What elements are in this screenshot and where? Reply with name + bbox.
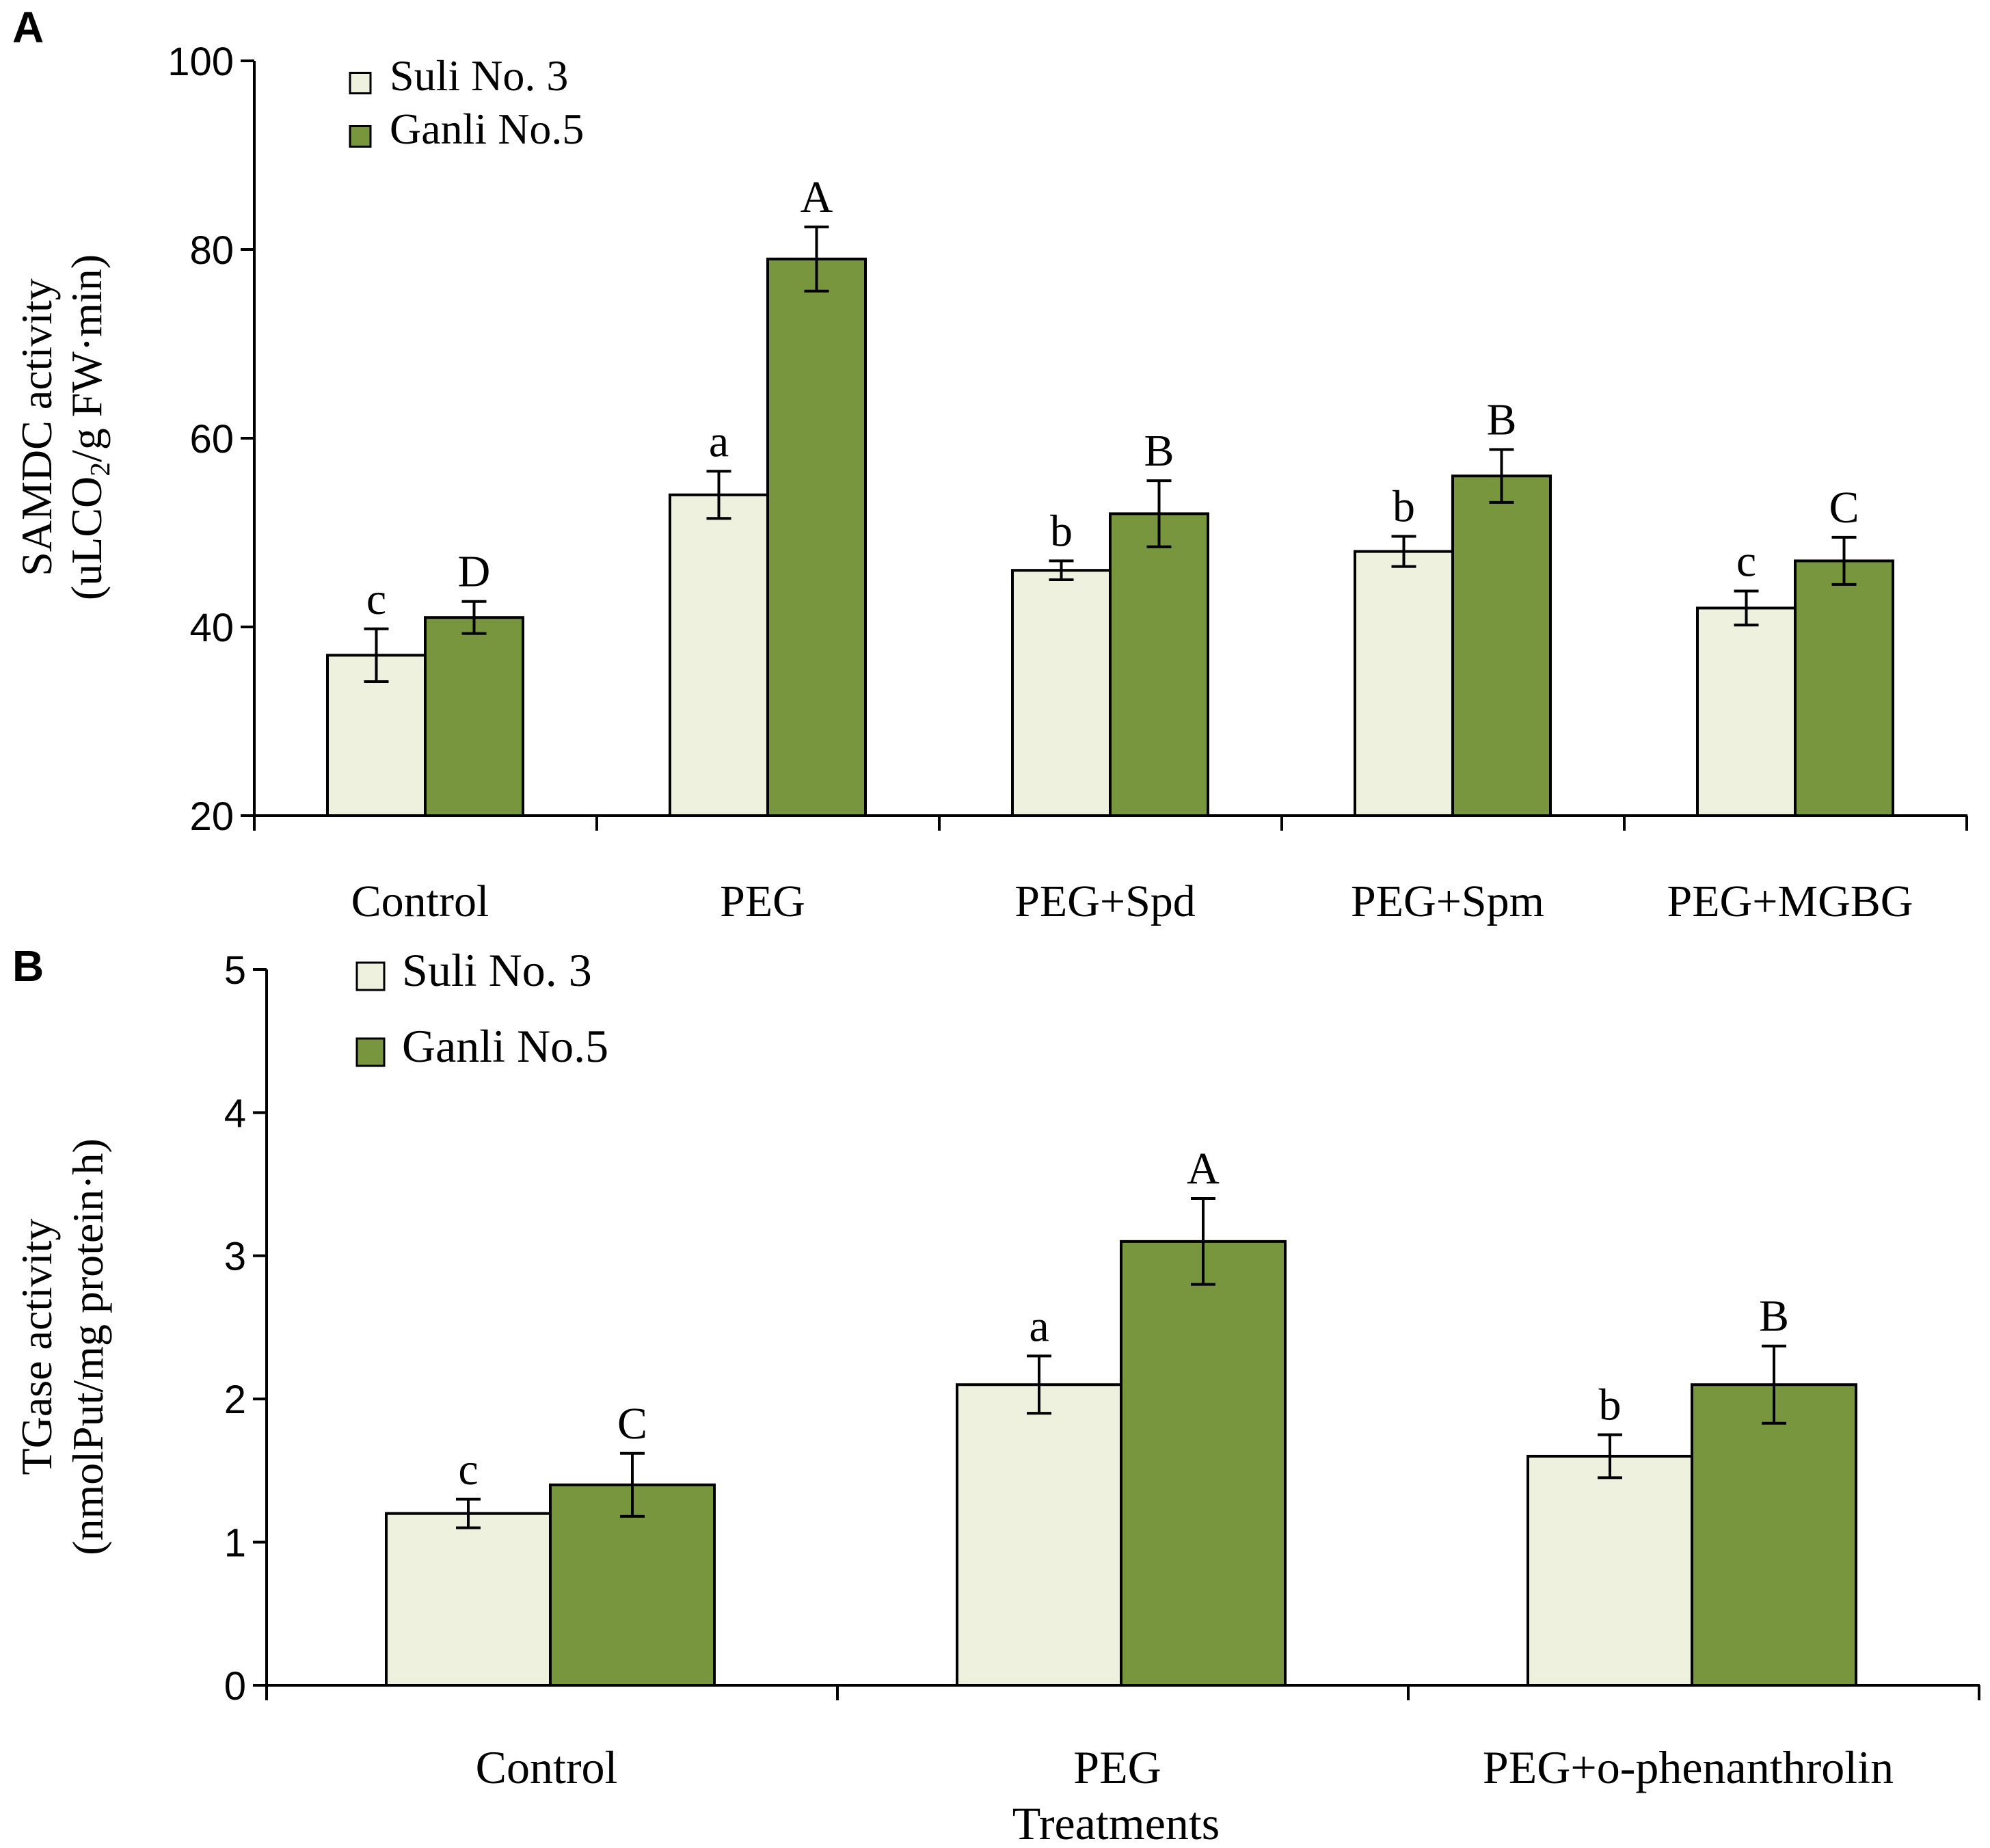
significance-letter: A [1187, 1144, 1220, 1194]
significance-letter: c [366, 574, 386, 624]
x-category-label: PEG [1073, 1741, 1161, 1793]
y-axis-label-text: /g FW·min) [62, 254, 111, 462]
bar-series-1 [956, 1383, 1122, 1687]
y-tick-label: 3 [224, 1235, 246, 1279]
significance-letter: c [1736, 537, 1756, 587]
x-category-label: Control [351, 876, 489, 926]
significance-letter: b [1599, 1380, 1622, 1430]
bar-series-1 [1011, 569, 1112, 817]
bar-series-2 [1691, 1383, 1857, 1687]
legend: Suli No. 3 Ganli No.5 [349, 51, 584, 153]
significance-letter: B [1144, 426, 1174, 476]
significance-letter: B [1759, 1291, 1789, 1341]
bar-series-2 [1794, 559, 1894, 818]
legend-label: Suli No. 3 [390, 51, 568, 100]
y-axis-label-subscript: 2 [84, 462, 116, 477]
chart-panel-b: B 0 1 2 3 4 5 c C Control a A PEG b B PEG+o-phenanthrol… [12, 941, 1980, 1848]
y-tick-label: 2 [224, 1378, 246, 1422]
legend-swatch-series-2 [355, 1037, 386, 1067]
legend-swatch-series-1 [349, 72, 372, 94]
significance-letter: A [801, 172, 833, 222]
significance-letter: D [458, 547, 491, 597]
x-category-label: PEG+o-phenanthrolin [1483, 1741, 1894, 1793]
bar-series-2 [1109, 512, 1209, 818]
bar-series-1 [385, 1512, 552, 1687]
x-category-label: PEG+MGBG [1667, 876, 1913, 926]
y-axis-label-line-2: (uLCO2/g FW·min) [62, 254, 116, 600]
bar-series-2 [424, 616, 524, 817]
y-tick-label: 100 [167, 40, 234, 84]
significance-letter: c [458, 1445, 478, 1495]
y-tick-label: 5 [224, 948, 246, 993]
bar-series-2 [1120, 1240, 1287, 1687]
bar-series-2 [766, 257, 867, 817]
y-tick-label: 4 [224, 1091, 246, 1136]
y-axis-label-text: (nmolPut/mg protein·h) [64, 1138, 112, 1555]
legend-label: Ganli No.5 [390, 105, 584, 153]
legend-label: Suli No. 3 [402, 944, 592, 996]
legend-swatch-series-2 [349, 125, 372, 148]
significance-letter: a [1029, 1301, 1049, 1351]
y-axis-label-line-2: (nmolPut/mg protein·h) [64, 1138, 112, 1555]
y-axis-label-text: (uLCO [62, 477, 111, 600]
x-category-label: PEG [720, 876, 805, 926]
bar-series-2 [1451, 474, 1552, 817]
y-tick-label: 40 [189, 606, 234, 650]
panel-label: B [12, 941, 44, 991]
y-tick-label: 60 [189, 417, 234, 461]
bar-series-1 [1354, 550, 1454, 817]
chart-panel-a: A 20 40 60 80 100 c D Control a A PEG b B PEG+Spd b B PEG… [12, 3, 1968, 926]
bar-series-1 [1527, 1454, 1693, 1687]
bar-series-2 [549, 1483, 716, 1687]
significance-letter: b [1393, 482, 1415, 532]
y-axis-label-line-1: SAMDC activity [12, 278, 61, 576]
x-category-label: Control [476, 1741, 618, 1793]
panel-label: A [12, 3, 44, 52]
significance-letter: C [1829, 483, 1859, 533]
x-category-label: PEG+Spm [1351, 876, 1544, 926]
y-axis-label-line-1: TGase activity [12, 1219, 61, 1475]
x-axis-title: Treatments [1012, 1797, 1220, 1848]
significance-letter: C [617, 1399, 647, 1449]
significance-letter: a [709, 416, 729, 466]
significance-letter: B [1486, 395, 1516, 445]
legend-swatch-series-1 [355, 961, 386, 991]
y-tick-label: 1 [224, 1521, 246, 1565]
y-tick-label: 20 [189, 794, 234, 839]
x-category-label: PEG+Spd [1014, 876, 1196, 926]
bar-series-1 [669, 493, 769, 817]
y-tick-label: 0 [224, 1664, 246, 1709]
significance-letter: b [1050, 506, 1073, 556]
legend: Suli No. 3 Ganli No.5 [355, 944, 608, 1072]
legend-label: Ganli No.5 [402, 1020, 608, 1072]
bar-series-1 [1696, 606, 1797, 818]
y-tick-label: 80 [189, 228, 234, 273]
